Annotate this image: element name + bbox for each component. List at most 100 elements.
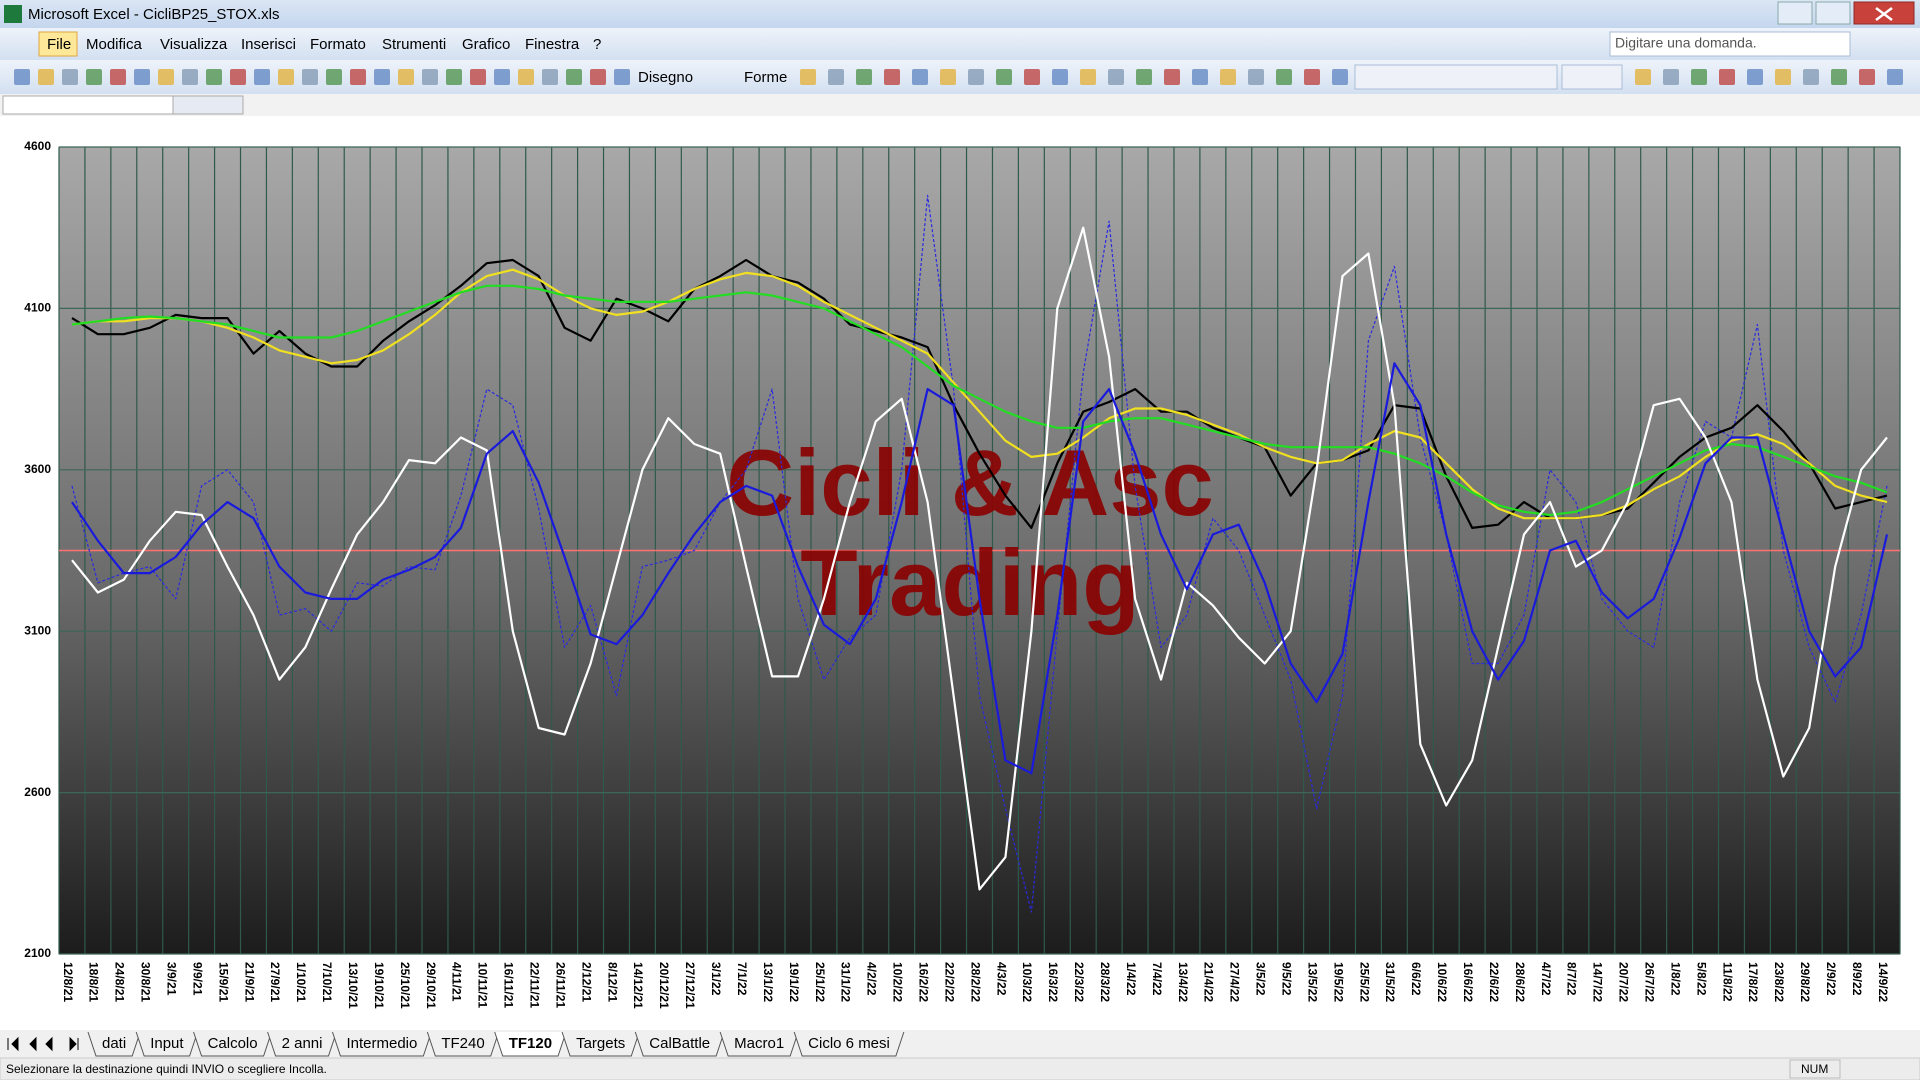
sheet-tab-shape[interactable] <box>331 1031 432 1057</box>
sheet-tab-shape[interactable] <box>494 1031 567 1057</box>
sheet-tab-label[interactable]: Intermedio <box>346 1035 417 1052</box>
toolbar-icon[interactable] <box>206 69 222 85</box>
menu-item[interactable]: Strumenti <box>382 36 446 53</box>
toolbar-icon[interactable] <box>912 69 928 85</box>
toolbar-icon[interactable] <box>1635 69 1651 85</box>
toolbar-icon[interactable] <box>566 69 582 85</box>
sheet-tab-label[interactable]: TF240 <box>441 1035 484 1052</box>
sheet-tab-label[interactable]: CalBattle <box>649 1035 710 1052</box>
sheet-tab-label[interactable]: Input <box>150 1035 184 1052</box>
sheet-tab[interactable]: dati <box>87 1031 141 1057</box>
toolbar-icon[interactable] <box>398 69 414 85</box>
toolbar-icon[interactable] <box>1164 69 1180 85</box>
toolbar-icon[interactable] <box>1859 69 1875 85</box>
toolbar-icon[interactable] <box>542 69 558 85</box>
toolbar-icon[interactable] <box>518 69 534 85</box>
toolbar-icon[interactable] <box>1803 69 1819 85</box>
menu-item[interactable]: Grafico <box>462 36 510 53</box>
sheet-tab-label[interactable]: Calcolo <box>208 1035 258 1052</box>
help-box-text[interactable]: Digitare una domanda. <box>1615 35 1757 51</box>
toolbar-icon[interactable] <box>940 69 956 85</box>
sheet-tab-shape[interactable] <box>135 1031 199 1057</box>
toolbar-icon[interactable] <box>326 69 342 85</box>
toolbar-icon[interactable] <box>158 69 174 85</box>
toolbar-icon[interactable] <box>614 69 630 85</box>
toolbar-icon[interactable] <box>996 69 1012 85</box>
toolbar-button[interactable]: Disegno <box>638 69 693 86</box>
toolbar-icon[interactable] <box>828 69 844 85</box>
toolbar-icon[interactable] <box>422 69 438 85</box>
toolbar-icon[interactable] <box>1719 69 1735 85</box>
toolbar-icon[interactable] <box>1775 69 1791 85</box>
menu-item[interactable]: Inserisci <box>241 36 296 53</box>
toolbar-icon[interactable] <box>1080 69 1096 85</box>
toolbar-icon[interactable] <box>1831 69 1847 85</box>
toolbar-icon[interactable] <box>1691 69 1707 85</box>
toolbar-icon[interactable] <box>350 69 366 85</box>
tab-scroll-buttons[interactable] <box>7 1036 79 1052</box>
toolbar-icon[interactable] <box>1192 69 1208 85</box>
toolbar-icon[interactable] <box>230 69 246 85</box>
toolbar-icon[interactable] <box>590 69 606 85</box>
toolbar-icon[interactable] <box>1052 69 1068 85</box>
sheet-tab-shape[interactable] <box>267 1031 337 1057</box>
toolbar-icon[interactable] <box>1108 69 1124 85</box>
toolbar-icon[interactable] <box>14 69 30 85</box>
sheet-tab-label[interactable]: Ciclo 6 mesi <box>808 1035 890 1052</box>
sheet-tab[interactable]: CalBattle <box>634 1031 725 1057</box>
sheet-tab[interactable]: Macro1 <box>719 1031 799 1057</box>
sheet-tab-shape[interactable] <box>193 1031 273 1057</box>
toolbar-icon[interactable] <box>86 69 102 85</box>
toolbar-icon[interactable] <box>1747 69 1763 85</box>
sheet-tab[interactable]: Calcolo <box>193 1031 273 1057</box>
toolbar-icon[interactable] <box>1332 69 1348 85</box>
help-box[interactable] <box>1609 31 1851 57</box>
toolbar-icon[interactable] <box>1276 69 1292 85</box>
toolbar-icon[interactable] <box>1136 69 1152 85</box>
toolbar-icon[interactable] <box>884 69 900 85</box>
sheet-tab[interactable]: 2 anni <box>267 1031 337 1057</box>
toolbar-icon[interactable] <box>302 69 318 85</box>
toolbar-icon[interactable] <box>1663 69 1679 85</box>
toolbar-icon[interactable] <box>110 69 126 85</box>
toolbar-icon[interactable] <box>1304 69 1320 85</box>
toolbar-icon[interactable] <box>494 69 510 85</box>
toolbar-icon[interactable] <box>1248 69 1264 85</box>
toolbar-icon[interactable] <box>278 69 294 85</box>
sheet-tab-label[interactable]: Macro1 <box>734 1035 784 1052</box>
menu-item[interactable]: Finestra <box>525 36 580 53</box>
menu-item[interactable]: File <box>47 36 71 53</box>
minimize-button[interactable] <box>1777 1 1813 25</box>
sheet-tab[interactable]: Ciclo 6 mesi <box>793 1031 905 1057</box>
toolbar-icon[interactable] <box>856 69 872 85</box>
toolbar-icon[interactable] <box>1887 69 1903 85</box>
name-box[interactable] <box>2 95 174 115</box>
font-box[interactable] <box>1354 64 1558 90</box>
sheet-tab-shape[interactable] <box>634 1031 725 1057</box>
toolbar-icon[interactable] <box>1024 69 1040 85</box>
toolbar-button[interactable]: Forme <box>744 69 787 86</box>
toolbar-icon[interactable] <box>470 69 486 85</box>
sheet-tab-shape[interactable] <box>561 1031 640 1057</box>
toolbar-icon[interactable] <box>446 69 462 85</box>
sheet-tab-shape[interactable] <box>426 1031 500 1057</box>
toolbar-icon[interactable] <box>254 69 270 85</box>
sheet-tab[interactable]: Targets <box>561 1031 640 1057</box>
sheet-tab-shape[interactable] <box>719 1031 799 1057</box>
sheet-tab-label[interactable]: dati <box>102 1035 126 1052</box>
toolbar-icon[interactable] <box>134 69 150 85</box>
toolbar-icon[interactable] <box>62 69 78 85</box>
sheet-tab-label[interactable]: Targets <box>576 1035 625 1052</box>
menu-item[interactable]: Formato <box>310 36 366 53</box>
maximize-button[interactable] <box>1815 1 1851 25</box>
sheet-tab[interactable]: TF240 <box>426 1031 500 1057</box>
menu-item[interactable]: Visualizza <box>160 36 228 53</box>
toolbar-icon[interactable] <box>800 69 816 85</box>
toolbar-icon[interactable] <box>1220 69 1236 85</box>
sheet-tab[interactable]: Intermedio <box>331 1031 432 1057</box>
menu-item[interactable]: ? <box>593 36 601 53</box>
sheet-tab[interactable]: TF120 <box>494 1031 567 1057</box>
toolbar-icon[interactable] <box>38 69 54 85</box>
toolbar-icon[interactable] <box>182 69 198 85</box>
sheet-tab-label[interactable]: TF120 <box>509 1035 552 1052</box>
